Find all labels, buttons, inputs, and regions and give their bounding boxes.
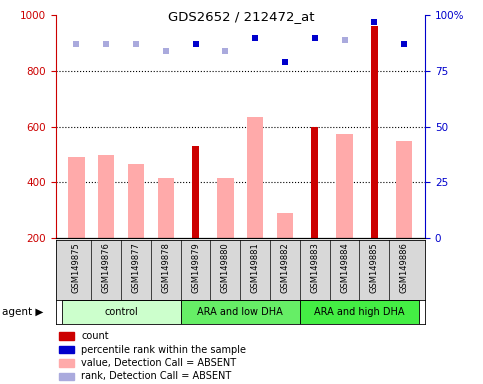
Text: GSM149880: GSM149880 xyxy=(221,242,230,293)
Text: control: control xyxy=(104,307,138,317)
Text: rank, Detection Call = ABSENT: rank, Detection Call = ABSENT xyxy=(82,371,232,381)
Bar xyxy=(192,146,199,238)
Text: GSM149876: GSM149876 xyxy=(102,242,111,293)
Text: GSM149878: GSM149878 xyxy=(161,242,170,293)
Text: GSM149883: GSM149883 xyxy=(310,242,319,293)
Bar xyxy=(59,372,74,380)
Text: GDS2652 / 212472_at: GDS2652 / 212472_at xyxy=(168,10,315,23)
Text: agent ▶: agent ▶ xyxy=(2,307,44,317)
Bar xyxy=(98,155,114,238)
Bar xyxy=(247,117,263,238)
Bar xyxy=(370,26,378,238)
Bar xyxy=(157,178,174,238)
Text: GSM149877: GSM149877 xyxy=(131,242,141,293)
Bar xyxy=(300,300,419,324)
Text: GSM149884: GSM149884 xyxy=(340,242,349,293)
Bar xyxy=(68,157,85,238)
Bar xyxy=(311,127,318,238)
Text: ARA and low DHA: ARA and low DHA xyxy=(198,307,283,317)
Text: GSM149875: GSM149875 xyxy=(72,242,81,293)
Bar xyxy=(59,359,74,367)
Text: value, Detection Call = ABSENT: value, Detection Call = ABSENT xyxy=(82,358,237,368)
Text: ARA and high DHA: ARA and high DHA xyxy=(314,307,405,317)
Text: GSM149881: GSM149881 xyxy=(251,242,260,293)
Bar xyxy=(59,346,74,353)
Text: GSM149882: GSM149882 xyxy=(281,242,289,293)
Bar xyxy=(396,141,412,238)
Bar xyxy=(277,213,293,238)
Bar xyxy=(336,134,353,238)
Bar xyxy=(128,164,144,238)
Bar xyxy=(61,300,181,324)
Bar xyxy=(217,178,234,238)
Bar xyxy=(181,300,300,324)
Text: percentile rank within the sample: percentile rank within the sample xyxy=(82,344,246,354)
Text: GSM149885: GSM149885 xyxy=(370,242,379,293)
Bar xyxy=(59,332,74,340)
Text: GSM149886: GSM149886 xyxy=(399,242,409,293)
Text: GSM149879: GSM149879 xyxy=(191,242,200,293)
Text: count: count xyxy=(82,331,109,341)
